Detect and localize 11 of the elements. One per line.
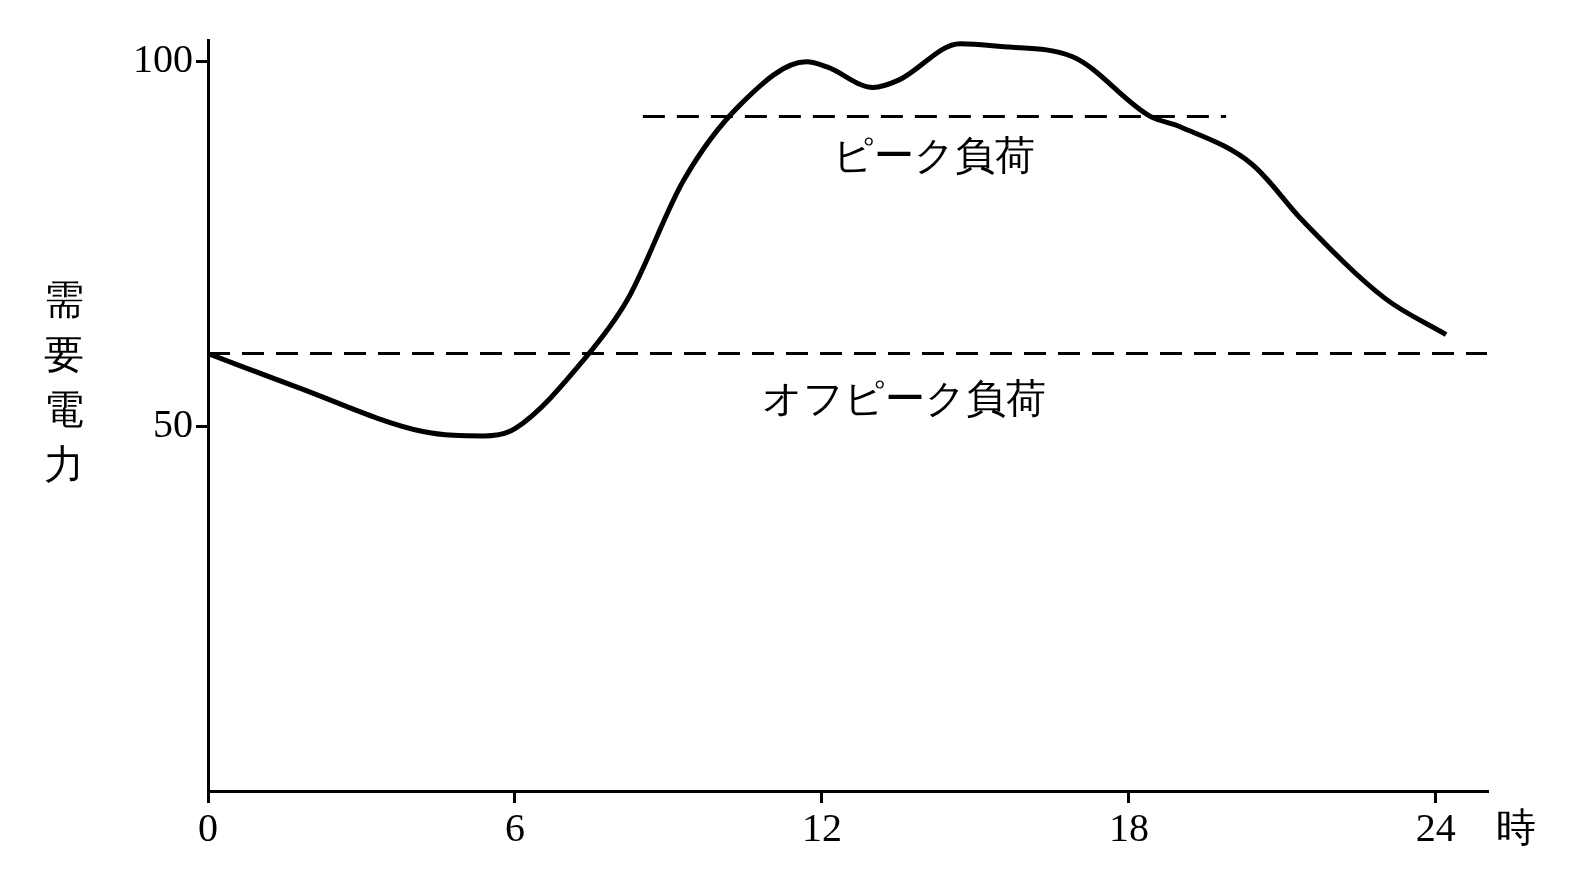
x-tick-label: 12 xyxy=(801,804,842,850)
x-tick-label: 24 xyxy=(1415,804,1456,850)
x-tick-label: 0 xyxy=(198,804,218,850)
y-tick-label: 100 xyxy=(133,36,193,82)
y-axis-title: 需要電力 xyxy=(44,275,85,489)
x-axis-title: 時 xyxy=(1496,803,1536,852)
ref-line-label: オフピーク負荷 xyxy=(761,376,1046,422)
annotation: ピーク負荷 xyxy=(833,133,1036,179)
x-tick-label: 18 xyxy=(1108,804,1149,850)
y-tick-label: 50 xyxy=(153,400,193,446)
x-tick-label: 6 xyxy=(504,804,525,850)
